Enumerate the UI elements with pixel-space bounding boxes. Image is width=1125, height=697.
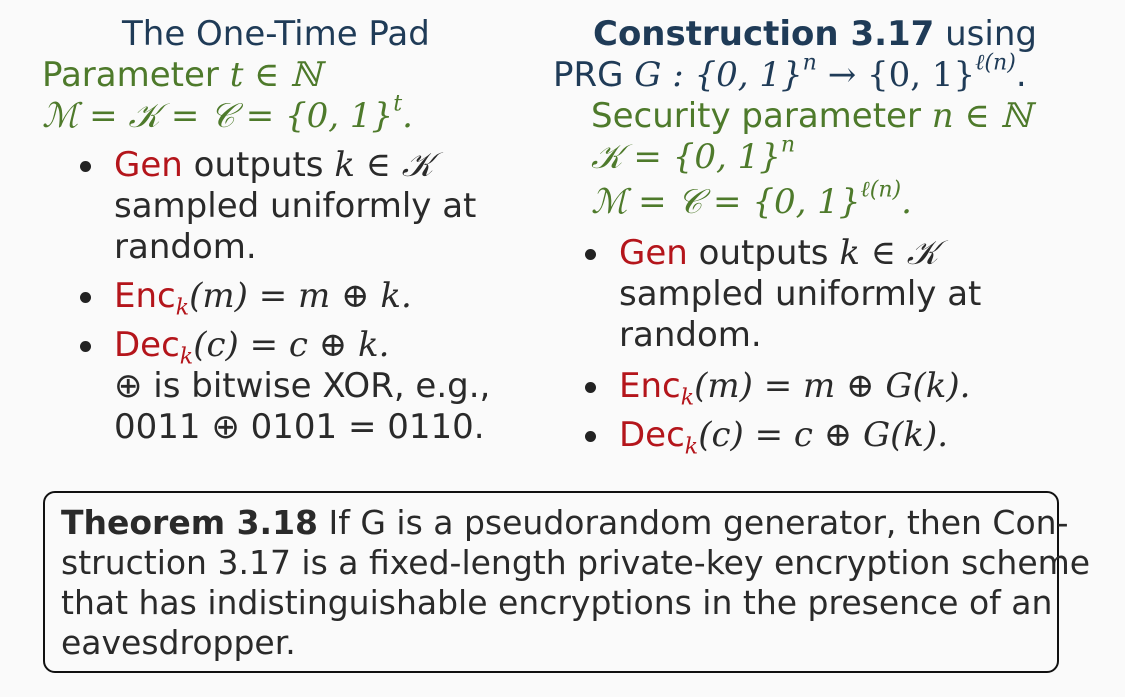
gen-line3: random. — [619, 315, 762, 355]
theorem-text-1: If G is a pseudorandom generator, then C… — [318, 503, 1069, 542]
gen-line3: random. — [114, 227, 257, 267]
construction-title: Construction 3.17 using — [553, 14, 1113, 55]
prg-arrow: → {0, 1} — [816, 55, 976, 95]
xor-line2: 0011 ⊕ 0101 = 0110. — [114, 407, 485, 447]
construction-title-bold: Construction 3.17 — [593, 14, 935, 54]
security-param: Security parameter n ∈ ℕ — [591, 96, 1113, 137]
gen-word: Gen — [619, 233, 688, 273]
theorem-text-2: struction 3.17 is a fixed-length private… — [61, 543, 1091, 582]
gen-line2: sampled uniformly at — [114, 186, 477, 226]
construction-gen-item: Gen outputs k ∈ 𝒦 sampled uniformly at r… — [579, 233, 1113, 356]
otp-parameter: Parameter t ∈ ℕ — [42, 55, 542, 96]
sec-label: Security parameter — [591, 96, 932, 136]
construction-dec-item: Deck(c) = c ⊕ G(k). — [579, 415, 1113, 458]
spaces-end: . — [402, 96, 413, 136]
key-space: 𝒦 = {0, 1}n — [591, 133, 1113, 178]
prg-label: PRG — [553, 55, 635, 95]
construction-params: Security parameter n ∈ ℕ 𝒦 = {0, 1}n ℳ =… — [553, 96, 1113, 223]
dec-math: (c) = c ⊕ k. — [193, 325, 390, 365]
enc-word: Enc — [114, 276, 176, 316]
gen-text: outputs — [687, 233, 840, 273]
enc-sub: k — [680, 384, 695, 411]
right-column: Construction 3.17 using PRG G : {0, 1}n … — [553, 14, 1113, 458]
otp-title: The One-Time Pad — [122, 14, 430, 54]
prg-end: . — [1015, 55, 1027, 95]
enc-math: (m) = m ⊕ k. — [189, 276, 412, 316]
key-math: 𝒦 = {0, 1} — [591, 137, 781, 177]
dec-sub: k — [684, 433, 699, 460]
otp-gen-item: Gen outputs k ∈ 𝒦 sampled uniformly at r… — [74, 145, 542, 268]
key-sup: n — [780, 131, 796, 158]
sec-math: n ∈ ℕ — [931, 96, 1032, 136]
prg-sup1: n — [802, 49, 817, 76]
msg-math: ℳ = 𝒞 = {0, 1} — [591, 182, 861, 222]
enc-math: (m) = m ⊕ G(k). — [694, 366, 971, 406]
dec-word: Dec — [114, 325, 180, 365]
construction-enc-item: Enck(m) = m ⊕ G(k). — [579, 366, 1113, 409]
construction-bullets: Gen outputs k ∈ 𝒦 sampled uniformly at r… — [553, 233, 1113, 458]
dec-word: Dec — [619, 415, 685, 455]
spaces-sup: t — [393, 90, 403, 117]
theorem-text-3: that has indistinguishable encryptions i… — [61, 583, 1053, 622]
spaces-math: ℳ = 𝒦 = 𝒞 = {0, 1} — [42, 96, 394, 136]
otp-dec-item: Deck(c) = c ⊕ k. ⊕ is bitwise XOR, e.g.,… — [74, 325, 542, 448]
enc-word: Enc — [619, 366, 681, 406]
param-math: t ∈ ℕ — [229, 55, 322, 95]
prg-line: PRG G : {0, 1}n → {0, 1}ℓ(n). — [553, 51, 1113, 96]
dec-math: (c) = c ⊕ G(k). — [698, 415, 949, 455]
theorem-box: Theorem 3.18 If G is a pseudorandom gene… — [43, 491, 1091, 673]
msg-space: ℳ = 𝒞 = {0, 1}ℓ(n). — [591, 178, 1113, 223]
otp-enc-item: Enck(m) = m ⊕ k. — [74, 276, 542, 319]
gen-line2: sampled uniformly at — [619, 274, 982, 314]
prg-sup2: ℓ(n) — [975, 49, 1016, 76]
theorem-line1: Theorem 3.18 If G is a pseudorandom gene… — [61, 503, 1069, 543]
dec-sub: k — [179, 343, 194, 370]
enc-sub: k — [175, 294, 190, 321]
xor-line1: ⊕ is bitwise XOR, e.g., — [114, 366, 491, 406]
gen-math: k ∈ 𝒦 — [334, 145, 434, 185]
gen-math: k ∈ 𝒦 — [839, 233, 939, 273]
otp-spaces: ℳ = 𝒦 = 𝒞 = {0, 1}t. — [42, 92, 542, 137]
left-column: The One-Time Pad Parameter t ∈ ℕ ℳ = 𝒦 =… — [42, 14, 542, 448]
otp-bullets: Gen outputs k ∈ 𝒦 sampled uniformly at r… — [42, 145, 542, 448]
gen-word: Gen — [114, 145, 183, 185]
msg-sup: ℓ(n) — [860, 176, 902, 203]
theorem-label: Theorem 3.18 — [61, 503, 319, 542]
msg-end: . — [901, 182, 912, 222]
theorem-text-4: eavesdropper. — [61, 623, 296, 662]
gen-text: outputs — [182, 145, 335, 185]
param-label: Parameter — [42, 55, 230, 95]
construction-title-rest: using — [934, 14, 1037, 54]
prg-math: G : {0, 1} — [634, 55, 803, 95]
